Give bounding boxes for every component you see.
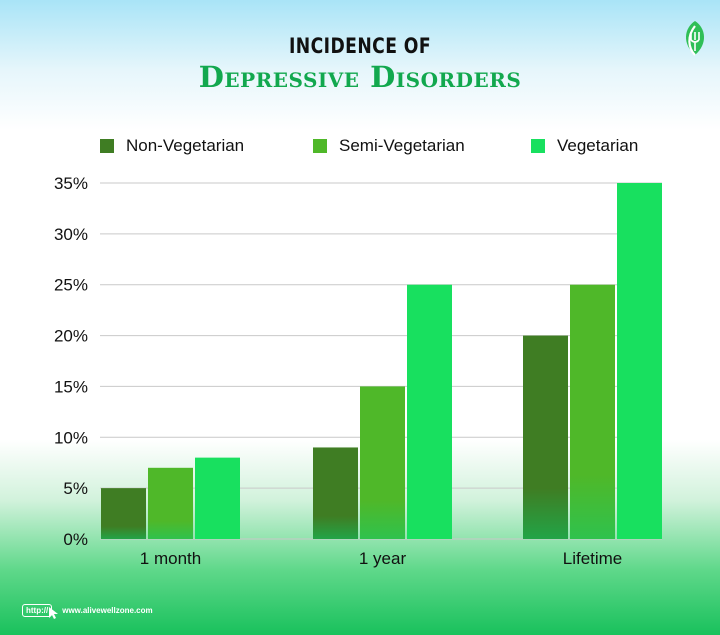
legend-label: Non-Vegetarian <box>126 136 245 155</box>
chart-title-top: INCIDENCE OF <box>288 34 432 58</box>
legend-swatch-non-vegetarian <box>100 139 114 153</box>
legend-item-non-vegetarian: Non-Vegetarian <box>100 136 244 156</box>
x-tick-label: 1 month <box>140 549 201 568</box>
bar <box>570 284 615 539</box>
x-tick-label: 1 year <box>359 549 407 568</box>
leaf-fork-icon <box>685 21 705 56</box>
legend-item-semi-vegetarian: Semi-Vegetarian <box>313 136 465 156</box>
bar <box>617 183 662 539</box>
y-tick-label: 5% <box>63 479 88 498</box>
footer-url: www.alivewellzone.com <box>62 605 153 615</box>
chart-legend: Non-Vegetarian Semi-Vegetarian Vegetaria… <box>0 136 720 162</box>
legend-label: Semi-Vegetarian <box>339 136 465 155</box>
legend-label: Vegetarian <box>557 136 639 155</box>
bar <box>195 457 240 539</box>
bar <box>407 284 452 539</box>
footer-link[interactable]: http:// www.alivewellzone.com <box>22 600 153 620</box>
bar <box>313 447 358 539</box>
bar <box>360 386 405 539</box>
chart-title-main: Depressive Disorders <box>198 60 522 94</box>
bar <box>148 467 193 539</box>
legend-swatch-semi-vegetarian <box>313 139 327 153</box>
bar <box>523 335 568 539</box>
y-tick-label: 20% <box>54 327 88 346</box>
http-badge: http:// <box>22 603 53 617</box>
y-tick-label: 0% <box>63 530 88 549</box>
y-tick-label: 30% <box>54 225 88 244</box>
y-tick-label: 35% <box>54 174 88 193</box>
bar <box>101 488 146 539</box>
x-tick-label: Lifetime <box>563 549 623 568</box>
legend-item-vegetarian: Vegetarian <box>531 136 638 156</box>
legend-swatch-vegetarian <box>531 139 545 153</box>
y-tick-label: 25% <box>54 276 88 295</box>
y-tick-label: 10% <box>54 428 88 447</box>
y-tick-label: 15% <box>54 377 88 396</box>
